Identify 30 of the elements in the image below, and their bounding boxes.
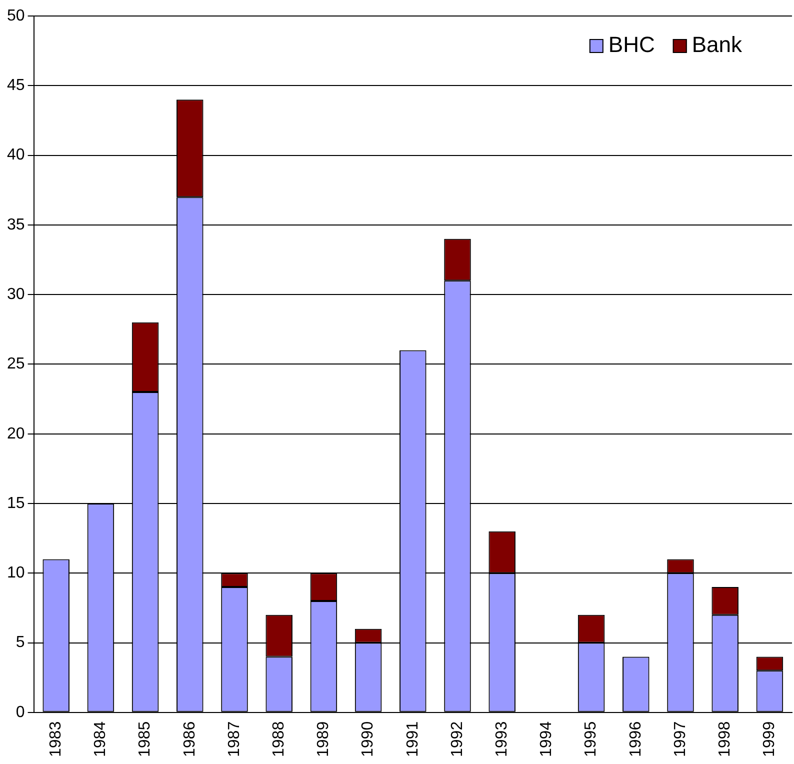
legend-label: Bank [692,32,743,58]
x-tick-label: 1989 [315,721,332,757]
y-tick-label: 5 [16,634,25,652]
y-tick-label: 50 [7,7,25,24]
x-tick-label: 1992 [448,721,466,757]
y-tick-label: 25 [7,356,25,373]
x-tick-label: 1994 [538,721,556,757]
y-tick-label: 40 [7,146,25,164]
x-tick-label: 1988 [270,721,288,757]
x-tick-label: 1984 [92,721,110,757]
x-tick-label: 1993 [494,721,511,757]
legend-label: BHC [608,32,655,58]
x-tick-label: 1987 [226,721,243,757]
x-tick-label: 1991 [404,721,422,757]
y-tick-label: 35 [7,216,25,234]
x-tick-label: 1998 [716,721,734,757]
x-tick-label: 1997 [672,721,689,757]
y-tick-label: 0 [16,704,25,721]
x-tick-label: 1985 [136,721,154,757]
y-tick-label: 30 [7,286,25,303]
x-tick-label: 1999 [761,721,778,757]
x-tick-label: 1986 [181,721,198,757]
y-tick-label: 15 [7,494,25,512]
y-tick-label: 20 [7,425,25,442]
x-tick-label: 1990 [360,721,377,757]
x-tick-label: 1996 [627,721,644,757]
y-tick-label: 45 [7,77,25,94]
x-tick-label: 1995 [582,721,600,757]
x-tick-label: 1983 [48,721,65,757]
y-tick-label: 10 [7,564,25,582]
